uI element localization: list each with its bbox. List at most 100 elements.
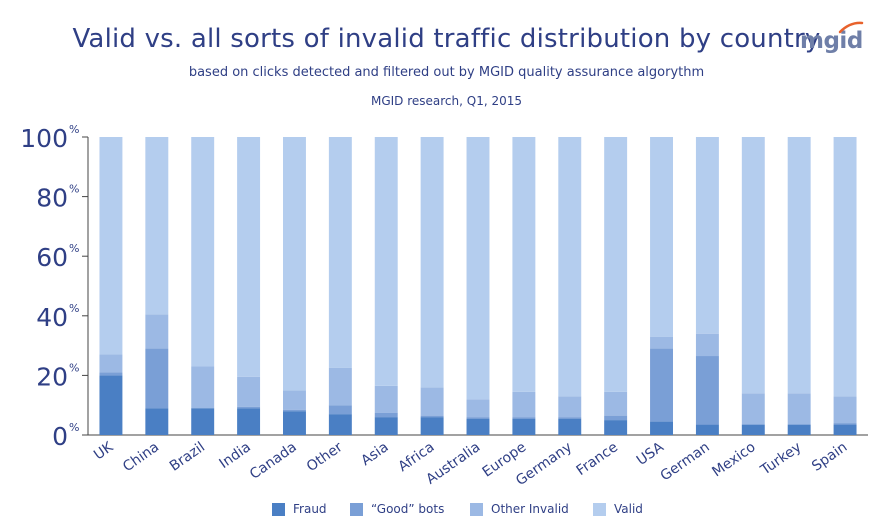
x-tick-label-german: German [658, 439, 713, 484]
bar-fraud-china [145, 408, 169, 435]
bar-valid-australia [466, 137, 490, 400]
bar-good-bots-asia [374, 412, 398, 418]
legend-swatch-good-bots [350, 502, 363, 516]
bar-good-bots-australia [466, 417, 490, 419]
bar-other-invalid-usa [650, 336, 673, 349]
bar-valid-germany [558, 137, 582, 397]
bar-fraud-australia [466, 418, 490, 435]
bar-fraud-german [695, 424, 719, 435]
bar-fraud-germany [558, 418, 582, 435]
legend-swatch-fraud [272, 502, 285, 516]
y-tick-label: 40 [36, 303, 68, 332]
bar-good-bots-germany [558, 417, 582, 419]
bar-fraud-france [604, 420, 628, 435]
bar-other-invalid-asia [374, 385, 398, 413]
bar-valid-turkey [787, 137, 811, 394]
x-tick-label-france: France [574, 439, 621, 479]
bar-good-bots-other [328, 405, 352, 415]
bar-good-bots-german [695, 356, 719, 425]
bar-fraud-spain [833, 424, 857, 435]
legend-item-other-invalid: Other Invalid [470, 501, 569, 517]
bar-fraud-india [237, 408, 261, 435]
bar-valid-africa [420, 137, 444, 388]
bar-good-bots-canada [283, 409, 306, 412]
y-tick-unit: % [69, 421, 79, 434]
mgid-logo: mgid [800, 21, 870, 54]
bar-valid-france [604, 137, 628, 392]
chart-title: Valid vs. all sorts of invalid traffic d… [72, 24, 821, 54]
bar-fraud-usa [650, 421, 673, 435]
bar-fraud-turkey [787, 424, 811, 435]
bar-good-bots-usa [650, 348, 673, 422]
bar-good-bots-africa [420, 415, 444, 418]
x-tick-label-other: Other [304, 439, 346, 475]
legend-item-valid: Valid [593, 501, 643, 517]
y-tick-label: 20 [36, 362, 68, 391]
bar-good-bots-uk [99, 372, 123, 376]
y-tick-unit: % [69, 302, 79, 315]
x-tick-label-spain: Spain [809, 439, 850, 475]
y-tick-label: 0 [52, 422, 68, 451]
bar-valid-asia [374, 137, 398, 386]
bar-other-invalid-france [604, 391, 628, 416]
bar-good-bots-china [145, 348, 169, 409]
bar-valid-usa [650, 137, 673, 337]
bar-fraud-africa [420, 417, 444, 435]
bar-fraud-uk [99, 375, 123, 435]
x-tick-label-uk: UK [91, 439, 117, 464]
y-tick-unit: % [69, 183, 79, 196]
bar-valid-german [695, 137, 719, 334]
logo-swoosh-icon [838, 21, 864, 34]
bar-other-invalid-india [237, 376, 261, 407]
y-tick-label: 100 [20, 124, 68, 153]
bar-other-invalid-europe [512, 391, 536, 418]
x-tick-label-china: China [120, 439, 162, 475]
bar-valid-other [328, 137, 352, 368]
bar-other-invalid-canada [283, 390, 306, 410]
bar-valid-mexico [741, 137, 765, 394]
y-tick-label: 60 [36, 243, 68, 272]
bar-fraud-canada [283, 411, 306, 435]
bar-valid-india [237, 137, 261, 377]
bar-other-invalid-china [145, 314, 169, 349]
y-tick-unit: % [69, 123, 79, 136]
y-tick-unit: % [69, 242, 79, 255]
bar-valid-europe [512, 137, 536, 392]
bar-fraud-europe [512, 418, 536, 435]
y-tick-unit: % [69, 361, 79, 374]
legend-label-valid: Valid [614, 502, 643, 516]
chart-subtitle: based on clicks detected and filtered ou… [188, 65, 705, 80]
x-tick-label-canada: Canada [247, 439, 300, 483]
x-tick-label-turkey: Turkey [757, 439, 804, 479]
bar-valid-china [145, 137, 169, 315]
x-tick-label-mexico: Mexico [709, 439, 758, 480]
bar-other-invalid-mexico [741, 393, 765, 425]
stacked-bar-chart: 0 %20 %40 %60 %80 %100 %UK China Brazil IndiaCana… [20, 123, 868, 489]
legend-label-good-bots: “Good” bots [371, 502, 445, 516]
bar-fraud-brazil [191, 408, 215, 435]
x-tick-label-india: India [217, 439, 254, 472]
bar-other-invalid-brazil [191, 366, 215, 409]
bar-good-bots-europe [512, 417, 536, 419]
bar-other-invalid-german [695, 333, 719, 357]
x-tick-label-usa: USA [634, 439, 667, 469]
bar-good-bots-france [604, 415, 628, 421]
bar-other-invalid-germany [558, 396, 582, 418]
legend-label-other-invalid: Other Invalid [491, 502, 569, 516]
bar-valid-brazil [191, 137, 215, 367]
bar-good-bots-india [237, 406, 261, 409]
legend-item-fraud: Fraud [272, 501, 327, 517]
legend-label-fraud: Fraud [293, 502, 327, 516]
bar-good-bots-spain [833, 423, 857, 425]
legend: Fraud “Good” bots Other Invalid Valid [0, 501, 893, 517]
bar-fraud-asia [374, 417, 398, 435]
bar-valid-canada [283, 137, 306, 391]
bar-other-invalid-other [328, 367, 352, 406]
bar-other-invalid-australia [466, 399, 490, 418]
bar-valid-spain [833, 137, 857, 397]
bar-other-invalid-turkey [787, 393, 811, 425]
x-tick-label-brazil: Brazil [167, 439, 208, 475]
bar-fraud-other [328, 414, 352, 435]
bar-other-invalid-spain [833, 396, 857, 424]
bar-other-invalid-uk [99, 354, 123, 373]
